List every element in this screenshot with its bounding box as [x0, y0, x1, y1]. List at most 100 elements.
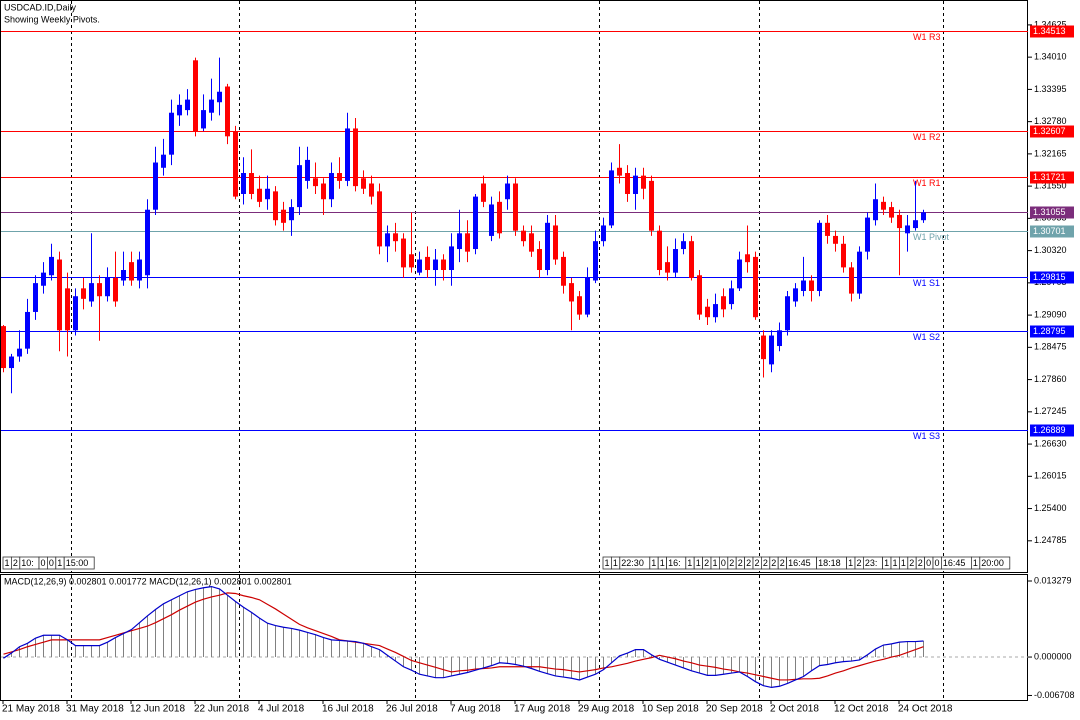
candle-body	[393, 233, 398, 242]
time-box	[979, 556, 1011, 570]
x-tick-label: 21 May 2018	[2, 704, 60, 715]
candle-body	[361, 178, 366, 189]
y-tick-label: -0.006708	[1034, 690, 1075, 700]
candle-body	[177, 104, 182, 116]
time-box-label: 1	[605, 558, 610, 568]
candle-body	[873, 199, 878, 221]
candle-body	[713, 304, 718, 318]
time-box-label: 16:45	[943, 558, 966, 568]
candle-body	[505, 183, 510, 200]
candle-body	[897, 214, 902, 229]
x-tick-label: 22 Jun 2018	[194, 704, 249, 715]
candle-body	[737, 259, 742, 289]
candle-body	[769, 335, 774, 365]
price-label-box	[1030, 325, 1074, 338]
candle-body	[457, 233, 462, 250]
candle-body	[265, 188, 270, 200]
y-tick-label: 1.24785	[1034, 535, 1067, 545]
time-box-label: 1	[901, 558, 906, 568]
candle-body	[593, 241, 598, 281]
x-tick-label: 20 Sep 2018	[706, 704, 763, 715]
candle-body	[41, 272, 46, 286]
time-box-label: 1	[57, 558, 62, 568]
time-box-label: 2	[780, 558, 785, 568]
candle-body	[417, 259, 422, 273]
price-label-box	[1030, 424, 1074, 437]
candle-body	[665, 262, 670, 273]
candle-body	[529, 233, 534, 252]
x-tick-label: 16 Jul 2018	[322, 704, 374, 715]
candle-body	[385, 233, 390, 247]
y-tick-label: 1.26630	[1034, 438, 1067, 448]
price-label: 1.31055	[1033, 207, 1066, 217]
candle-body	[793, 288, 798, 302]
candle-body	[161, 154, 166, 168]
candle-body	[73, 296, 78, 331]
y-tick-label: 1.29090	[1034, 309, 1067, 319]
price-label-box	[1030, 225, 1074, 238]
x-tick-label: 4 Jul 2018	[258, 704, 305, 715]
chart-subtitle: Showing Weekly Pivots.	[4, 14, 100, 24]
candle-body	[321, 183, 326, 200]
candle-body	[49, 256, 54, 276]
price-label: 1.29815	[1033, 272, 1066, 282]
candle-body	[849, 267, 854, 294]
candle-body	[273, 191, 278, 221]
time-box-label: 1	[660, 558, 665, 568]
time-box-label: 2	[704, 558, 709, 568]
time-box-label: 18:18	[818, 558, 841, 568]
candle-body	[465, 233, 470, 252]
candle-body	[601, 225, 606, 242]
candle-body	[785, 296, 790, 331]
candle-body	[657, 230, 662, 271]
time-box-label: 2	[909, 558, 914, 568]
price-label-box	[1030, 206, 1074, 219]
time-box-label: 1	[613, 558, 618, 568]
candle-body	[57, 259, 62, 331]
candle-body	[449, 246, 454, 271]
time-box-label: 2	[746, 558, 751, 568]
candle-body	[209, 99, 214, 113]
y-tick-label: 1.27245	[1034, 406, 1067, 416]
price-label: 1.30701	[1033, 226, 1066, 236]
candle-body	[217, 91, 222, 103]
candle-body	[97, 283, 102, 297]
candle-body	[281, 209, 286, 223]
candle-body	[9, 356, 14, 369]
x-tick-label: 17 Aug 2018	[514, 704, 571, 715]
time-box-label: 2	[738, 558, 743, 568]
macd-plot	[1, 585, 1028, 689]
candle-body	[801, 280, 806, 291]
candle-body	[921, 212, 926, 221]
chart-title: USDCAD.ID,Daily	[4, 2, 77, 12]
candle-body	[625, 173, 630, 194]
x-tick-label: 29 Aug 2018	[578, 704, 635, 715]
time-box-label: 23:	[865, 558, 878, 568]
candle-body	[641, 175, 646, 189]
price-label: 1.28795	[1033, 326, 1066, 336]
macd-title: MACD(12,26,9) 0.002801 0.001772 MACD(12,…	[4, 576, 292, 586]
time-box-label: 1	[973, 558, 978, 568]
candle-body	[521, 230, 526, 242]
pivot-name: W1 R3	[913, 32, 941, 42]
price-label: 1.32607	[1033, 126, 1066, 136]
macd-main-line	[3, 585, 924, 689]
price-label-box	[1030, 125, 1074, 138]
time-box-label: 1	[687, 558, 692, 568]
y-tick-label: 1.32780	[1034, 116, 1067, 126]
y-tick-label: 0.013279	[1034, 575, 1072, 585]
candle-body	[201, 110, 206, 129]
candle-body	[513, 183, 518, 231]
candle-body	[377, 191, 382, 247]
candle-body	[489, 204, 494, 236]
candle-body	[65, 288, 70, 331]
candle-body	[809, 280, 814, 291]
y-tick-label: 1.33395	[1034, 84, 1067, 94]
candle-body	[401, 238, 406, 268]
y-tick-label: 1.25400	[1034, 503, 1067, 513]
candle-body	[857, 251, 862, 294]
candle-body	[89, 283, 94, 302]
main-frame	[0, 0, 1028, 573]
